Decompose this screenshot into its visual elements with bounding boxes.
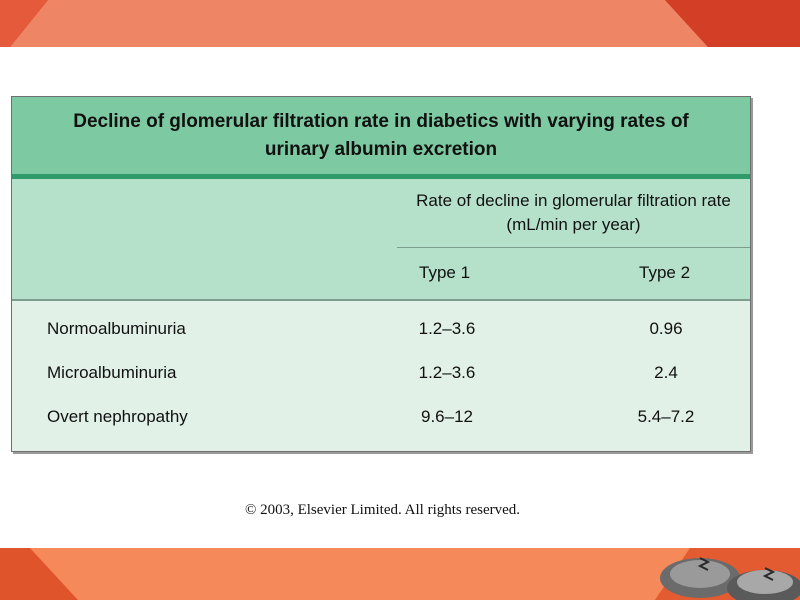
table-body: Normoalbuminuria 1.2–3.6 0.96 Microalbum… [12, 301, 750, 451]
bottom-banner [0, 548, 800, 600]
table-row: Microalbuminuria 1.2–3.6 2.4 [12, 351, 750, 395]
data-table: Decline of glomerular filtration rate in… [11, 96, 751, 452]
type2-value: 0.96 [649, 319, 683, 338]
column-header-type2: Type 2 [639, 263, 691, 282]
table-header: Rate of decline in glomerular filtration… [12, 179, 750, 301]
header-divider [397, 247, 750, 248]
type2-value: 2.4 [654, 363, 678, 382]
column-header-type1: Type 1 [419, 263, 471, 282]
row-label: Microalbuminuria [47, 363, 177, 382]
type2-value: 5.4–7.2 [637, 407, 695, 426]
table-title: Decline of glomerular filtration rate in… [12, 97, 750, 179]
table-row: Normoalbuminuria 1.2–3.6 0.96 [12, 307, 750, 351]
type1-value: 1.2–3.6 [418, 363, 476, 382]
table-row: Overt nephropathy 9.6–12 5.4–7.2 [12, 395, 750, 439]
row-label: Overt nephropathy [47, 407, 188, 426]
column-group-header: Rate of decline in glomerular filtration… [416, 191, 731, 234]
row-label: Normoalbuminuria [47, 319, 186, 338]
sneakers-icon [660, 557, 800, 600]
type1-value: 1.2–3.6 [418, 319, 476, 338]
type1-value: 9.6–12 [421, 407, 473, 426]
top-banner [0, 0, 800, 47]
copyright-notice: © 2003, Elsevier Limited. All rights res… [244, 502, 521, 518]
